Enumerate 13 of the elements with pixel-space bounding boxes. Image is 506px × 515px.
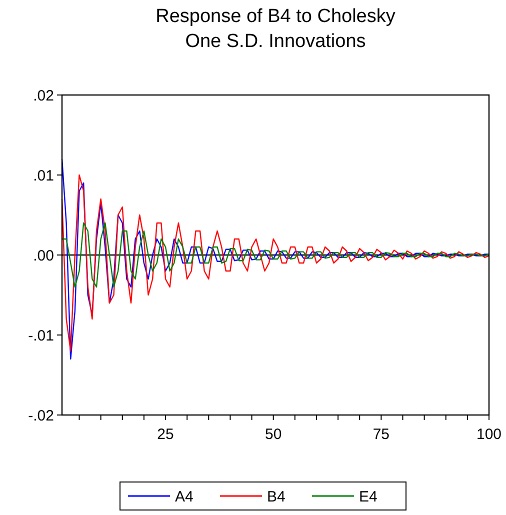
x-tick-label: 50 — [265, 426, 282, 443]
legend-label: E4 — [359, 488, 378, 506]
y-tick-label: .02 — [33, 87, 54, 104]
y-tick-label: .01 — [33, 167, 54, 184]
y-tick-label: -.01 — [28, 327, 54, 344]
chart-title: Response of B4 to Cholesky One S.D. Innovations — [156, 6, 396, 52]
legend-label: B4 — [267, 488, 286, 506]
x-tick-label: 75 — [372, 426, 390, 443]
y-tick-label: .00 — [33, 247, 54, 264]
legend-label: A4 — [175, 488, 194, 506]
x-tick-label: 100 — [476, 426, 502, 443]
y-tick-label: -.02 — [28, 407, 54, 424]
x-tick-label: 25 — [157, 426, 174, 443]
